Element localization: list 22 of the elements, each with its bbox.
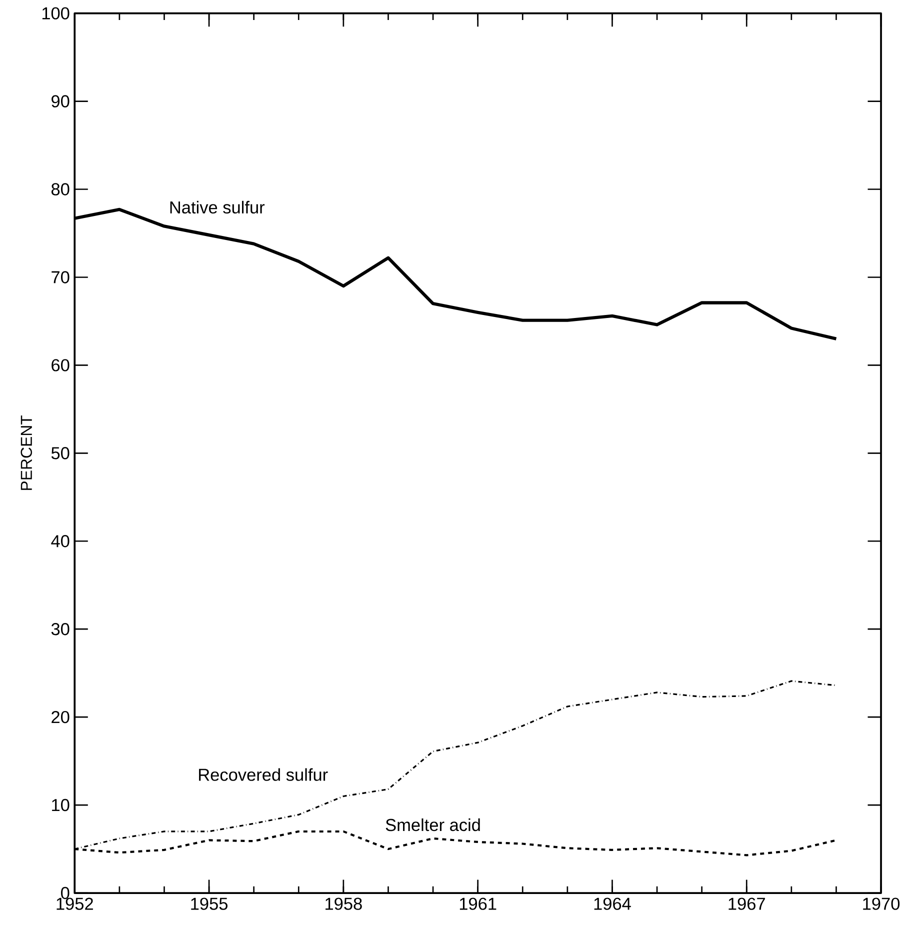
y-tick-label: 80 [51,183,70,196]
y-tick-label: 100 [42,7,70,20]
series-label: Native sulfur [170,200,265,214]
x-tick-label: 1958 [326,898,362,910]
y-tick-label: 70 [52,271,70,284]
y-tick-label: 60 [52,359,70,372]
x-tick-label: 1961 [460,898,496,910]
x-tick-label: 1970 [863,898,900,910]
x-tick-label: 1955 [191,898,228,910]
x-tick-label: 1952 [56,898,93,910]
y-tick-label: 40 [51,535,70,548]
y-tick-label: 10 [52,798,70,812]
series-label: Recovered sulfur [199,768,328,781]
y-tick-label: 20 [52,710,70,724]
y-tick-label: 90 [52,95,70,108]
y-tick-label: 30 [51,622,70,636]
x-tick-label: 1967 [728,898,765,910]
x-tick-label: 1964 [594,898,631,910]
y-tick-label: 50 [51,447,70,460]
y-axis-title: PERCENT [20,415,32,490]
y-tick-label: 0 [61,886,70,900]
series-label: Smelter acid [386,818,480,832]
